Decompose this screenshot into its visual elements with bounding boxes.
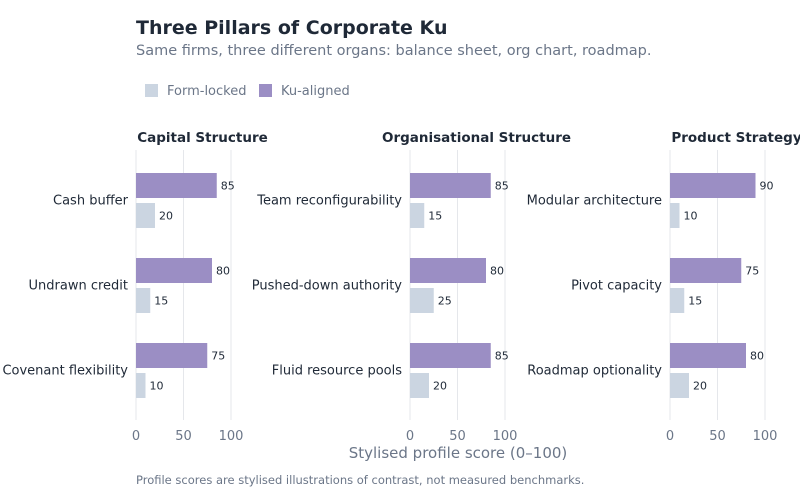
panel-product-strategy: Product Strategy 0 50 100 Modular architectu… [527,130,800,444]
data-label: 10 [684,210,698,223]
bar-form-locked [136,373,146,398]
data-label: 75 [211,350,225,363]
data-label: 10 [150,380,164,393]
bar-form-locked [670,203,680,228]
bar-ku-aligned [136,343,208,368]
category-label: Fluid resource pools [272,364,402,379]
footnote: Profile scores are stylised illustration… [136,473,584,487]
category-label: Team reconfigurability [256,194,402,209]
category-label: Covenant flexibility [2,364,128,379]
bar-form-locked [136,288,151,313]
data-label: 15 [688,295,702,308]
data-label: 20 [433,380,447,393]
x-tick-label: 0 [406,429,414,444]
bar-ku-aligned [670,343,746,368]
bar-ku-aligned [670,258,742,283]
data-label: 80 [216,265,230,278]
x-tick-label: 50 [175,429,192,444]
data-label: 75 [745,265,759,278]
bar-ku-aligned [670,173,756,198]
data-label: 25 [438,295,452,308]
category-label: Modular architecture [527,194,662,209]
data-label: 15 [154,295,168,308]
category-label: Pivot capacity [571,279,662,294]
category-label: Roadmap optionality [527,364,662,379]
data-label: 85 [495,180,509,193]
x-tick-label: 50 [709,429,726,444]
category-label: Pushed-down authority [252,279,403,294]
data-label: 85 [495,350,509,363]
x-tick-label: 100 [753,429,778,444]
category-label: Undrawn credit [29,279,129,294]
panel-title: Capital Structure [137,130,268,146]
panel-title: Product Strategy [671,130,800,146]
bar-ku-aligned [136,173,217,198]
legend-label-form-locked: Form-locked [167,84,246,99]
bar-form-locked [410,203,425,228]
bar-form-locked [410,373,429,398]
x-tick-label: 0 [666,429,674,444]
chart-subtitle: Same firms, three different organs: bala… [136,43,651,59]
x-tick-label: 100 [219,429,244,444]
bar-form-locked [670,288,685,313]
bar-ku-aligned [410,343,491,368]
legend-swatch-form-locked [145,84,158,97]
bar-form-locked [410,288,434,313]
panel-organisational-structure: Organisational Structure 0 50 100 Team recon… [252,130,571,444]
bar-ku-aligned [136,258,212,283]
legend-swatch-ku-aligned [259,84,272,97]
x-tick-label: 0 [132,429,140,444]
data-label: 15 [428,210,442,223]
chart-title: Three Pillars of Corporate Ku [136,17,447,39]
data-label: 80 [750,350,764,363]
bar-form-locked [670,373,689,398]
legend: Form-locked Ku-aligned [145,84,350,99]
data-label: 20 [693,380,707,393]
x-axis-label: Stylised profile score (0–100) [349,444,568,462]
x-tick-label: 100 [493,429,518,444]
bar-ku-aligned [410,173,491,198]
data-label: 85 [221,180,235,193]
data-label: 90 [760,180,774,193]
x-tick-label: 50 [449,429,466,444]
panel-title: Organisational Structure [382,130,571,146]
data-label: 80 [490,265,504,278]
bar-form-locked [136,203,155,228]
bar-ku-aligned [410,258,486,283]
panel-capital-structure: Capital Structure 0 50 100 Cash buffer 85 20 Un… [2,130,267,444]
data-label: 20 [159,210,173,223]
category-label: Cash buffer [53,194,129,209]
legend-label-ku-aligned: Ku-aligned [281,84,350,99]
